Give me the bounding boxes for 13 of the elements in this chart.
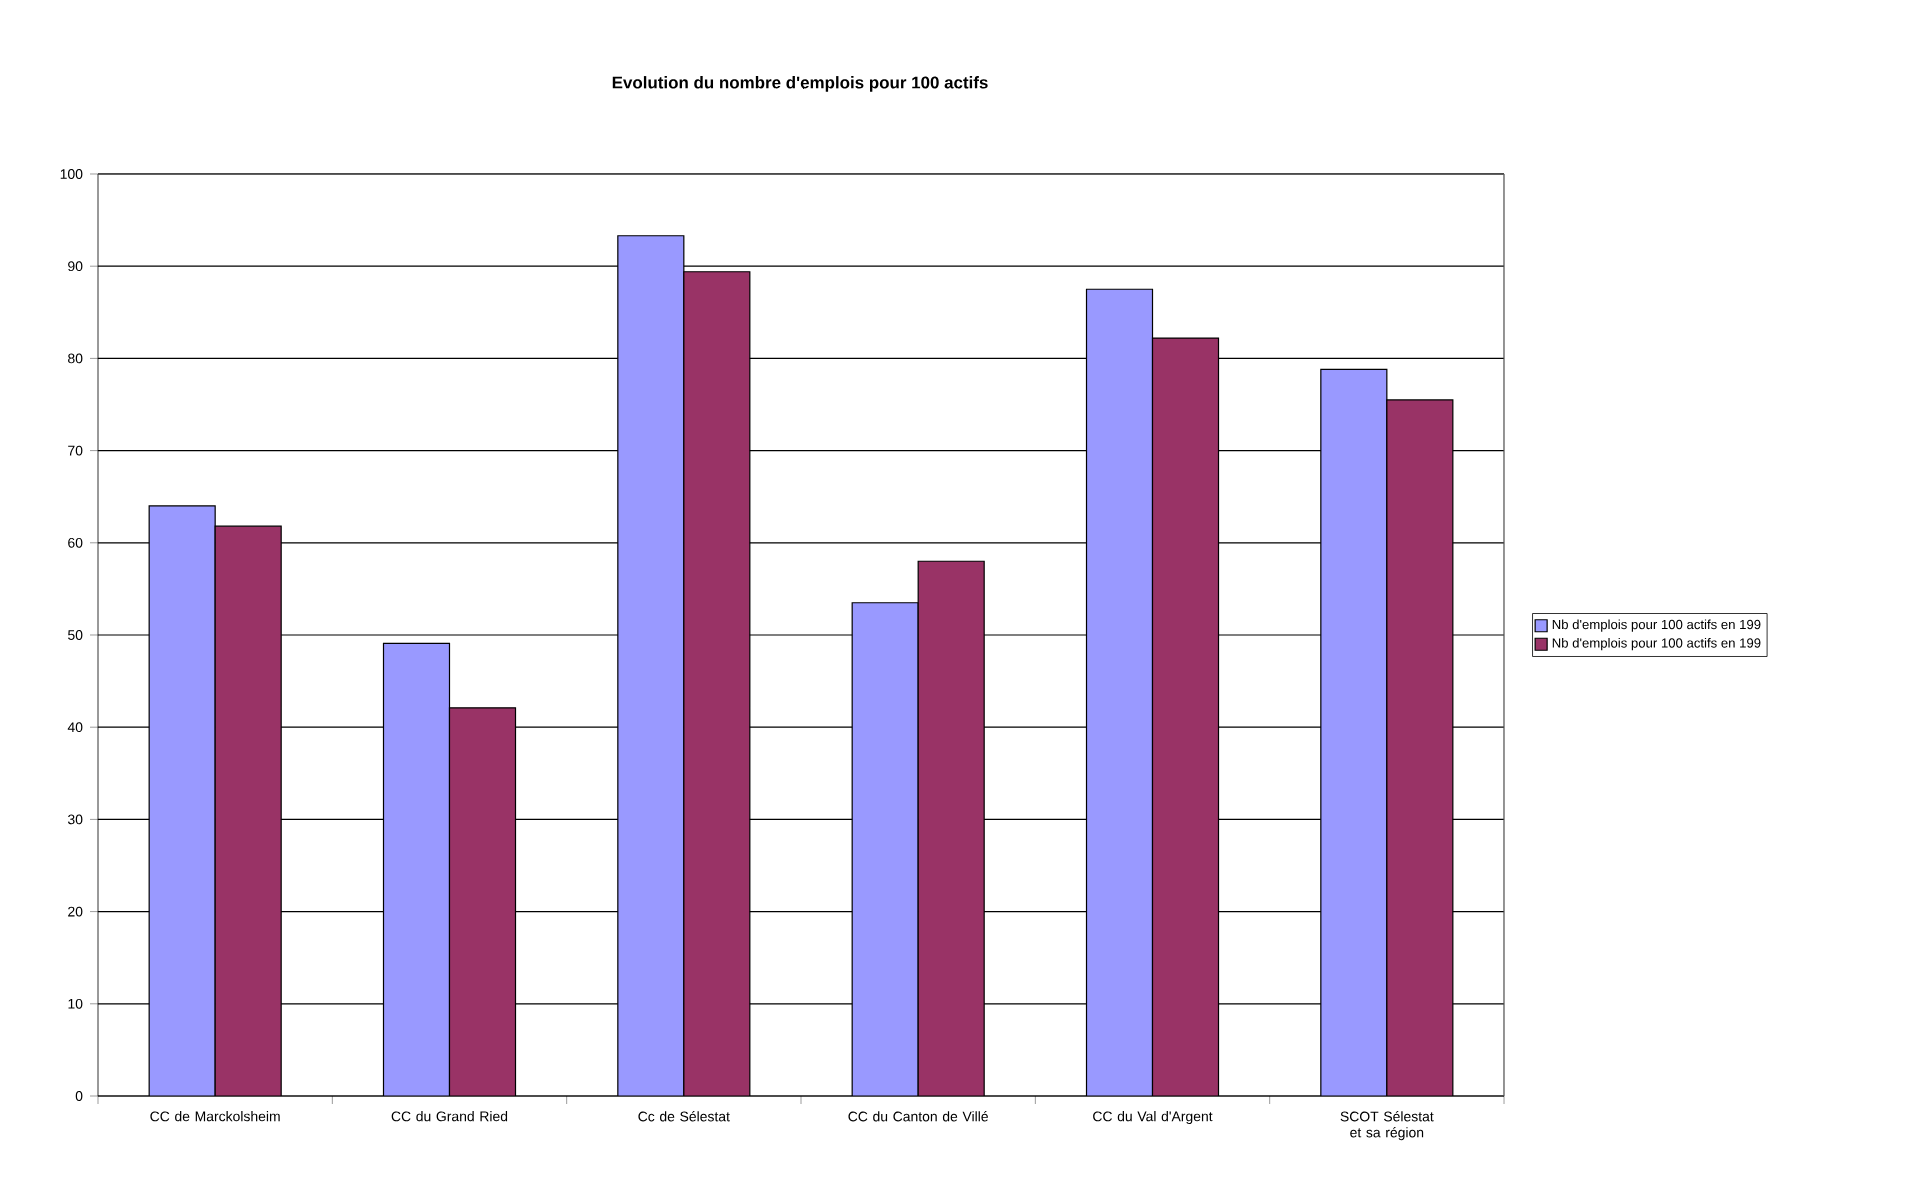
- bar: [1320, 368, 1388, 1096]
- bar: [917, 560, 985, 1096]
- bar: [1386, 399, 1454, 1096]
- bar: [382, 642, 451, 1096]
- bar: [214, 525, 282, 1096]
- bar: [1151, 337, 1220, 1096]
- bar: [448, 707, 517, 1096]
- bar: [683, 271, 751, 1096]
- chart-title: Evolution du nombre d'emplois pour 100 actifs: [612, 76, 988, 92]
- bar: [148, 505, 216, 1096]
- bar: [617, 235, 685, 1096]
- bar: [851, 602, 919, 1096]
- bar: [1085, 288, 1154, 1096]
